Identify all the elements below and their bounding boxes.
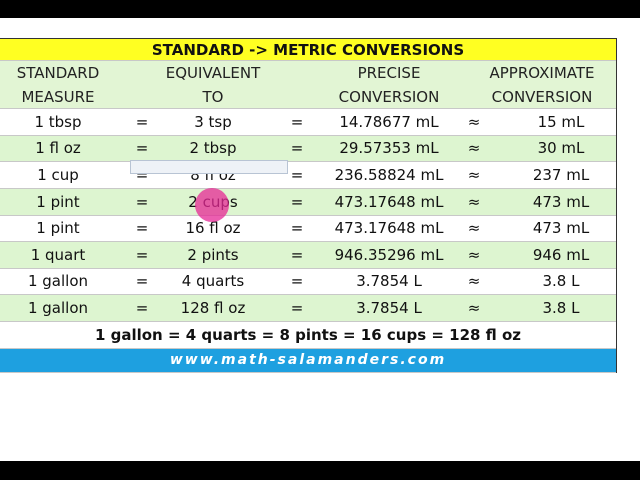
bottom-bar	[0, 461, 640, 480]
table-cell: 1 gallon	[27, 298, 89, 317]
table-cell: ≈	[467, 112, 481, 131]
table-cell: =	[290, 112, 304, 131]
table-cell: 237 mL	[532, 166, 590, 184]
conversion-table: STANDARD -> METRIC CONVERSIONS STANDARD ME…	[0, 38, 617, 373]
table-cell: =	[135, 219, 149, 238]
table-cell: 1 pint	[36, 219, 80, 238]
summary: 1 gallon = 4 quarts = 8 pints = 16 cups …	[94, 325, 522, 344]
table-cell: 946 mL	[532, 245, 590, 264]
table-cell: 236.58824 mL	[334, 166, 444, 184]
table-cell: =	[135, 245, 149, 264]
table-cell: 1 cup	[37, 166, 79, 184]
table-cell: 2 tbsp	[189, 139, 237, 158]
header-line: PRECISE	[357, 63, 421, 82]
data-row: 1 tbsp = 3 tsp = 14.78677 mL ≈15 mL	[0, 109, 616, 136]
footer: www.math-salamanders.com	[169, 352, 447, 369]
table-cell: =	[290, 139, 304, 158]
table-cell: ≈	[467, 245, 481, 264]
header-line: STANDARD	[16, 63, 100, 82]
footer-row: www.math-salamanders.com	[0, 348, 616, 373]
table-cell: 128 fl oz	[180, 298, 246, 317]
table-cell: 30 mL	[537, 139, 585, 158]
table-cell: =	[290, 272, 304, 291]
table-cell: 3.7854 L	[356, 298, 422, 317]
title-row: STANDARD -> METRIC CONVERSIONS	[0, 39, 616, 61]
data-row: 1 fl oz = 2 tbsp = 29.57353 mL ≈30 mL	[0, 135, 616, 162]
table-cell: 4 quarts	[181, 272, 245, 291]
data-row: 1 pint = 16 fl oz = 473.17648 mL ≈473 mL	[0, 215, 616, 242]
table-cell: 2 pints	[187, 245, 239, 264]
table-cell: 946.35296 mL	[334, 245, 444, 264]
data-row: 1 quart = 2 pints = 946.35296 mL ≈946 mL	[0, 242, 616, 269]
table-cell: 16 fl oz	[185, 219, 241, 238]
table-cell: =	[290, 298, 304, 317]
table-cell: ≈	[467, 219, 481, 238]
summary-row: 1 gallon = 4 quarts = 8 pints = 16 cups …	[0, 321, 616, 349]
header-line: MEASURE	[21, 87, 95, 106]
selection-toolbar	[130, 160, 288, 174]
header-cell: PRECISE CONVERSION	[310, 61, 468, 108]
table-cell: ≈	[467, 298, 481, 317]
table-cell: 14.78677 mL	[339, 112, 439, 131]
header-line: APPROXIMATE	[489, 63, 595, 82]
table-cell: ≈	[467, 166, 481, 184]
cursor-highlight	[195, 188, 229, 222]
data-row: 1 pint=2 cups=473.17648 mL≈473 mL	[0, 189, 616, 216]
header-cell: APPROXIMATE CONVERSION	[468, 61, 616, 108]
table-cell: 15 mL	[537, 112, 585, 131]
table-cell: 3.8 L	[542, 272, 580, 291]
table-cell: 1 tbsp	[34, 112, 82, 131]
table-cell: =	[135, 298, 149, 317]
table-cell: =	[290, 219, 304, 238]
table-cell: =	[290, 166, 304, 184]
table-cell: 473.17648 mL	[334, 219, 444, 238]
data-row: 1 cup = 8 fl oz = 236.58824 mL ≈237 mL	[0, 162, 616, 189]
table-cell: =	[290, 245, 304, 264]
header-row: STANDARD MEASURE EQUIVALENT TO PRECISE CONVER…	[0, 61, 616, 109]
table-cell: 1 gallon	[27, 272, 89, 291]
table-cell: ≈	[467, 192, 481, 211]
table-cell: 29.57353 mL	[339, 139, 439, 158]
table-cell: 473.17648 mL	[334, 192, 444, 211]
data-row: 1 gallon = 128 fl oz = 3.7854 L ≈3.8 L	[0, 295, 616, 322]
table-cell: ≈	[467, 139, 481, 158]
table-cell: =	[135, 112, 149, 131]
table-cell: 1 quart	[30, 245, 86, 264]
header-line: EQUIVALENT	[165, 63, 261, 82]
table-cell: 3.7854 L	[356, 272, 422, 291]
table-cell: 1 pint	[36, 192, 80, 211]
table-cell: 1 fl oz	[35, 139, 81, 158]
data-row: 1 gallon = 4 quarts = 3.7854 L ≈3.8 L	[0, 268, 616, 295]
table-cell: =	[135, 272, 149, 291]
title: STANDARD -> METRIC CONVERSIONS	[151, 40, 465, 59]
table-cell: =	[135, 192, 149, 211]
table-cell: ≈	[467, 272, 481, 291]
table-cell: 473 mL	[532, 192, 590, 211]
table-cell: 3 tsp	[194, 112, 232, 131]
table-cell: =	[135, 139, 149, 158]
table-cell: 473 mL	[532, 219, 590, 238]
table-cell: =	[290, 192, 304, 211]
table-cell: 3.8 L	[542, 298, 580, 317]
header-cell: EQUIVALENT TO	[116, 61, 310, 108]
header-cell: STANDARD MEASURE	[0, 61, 116, 108]
header-line: CONVERSION	[491, 87, 593, 106]
top-bar	[0, 0, 640, 18]
header-line: CONVERSION	[338, 87, 440, 106]
header-line: TO	[202, 87, 224, 106]
